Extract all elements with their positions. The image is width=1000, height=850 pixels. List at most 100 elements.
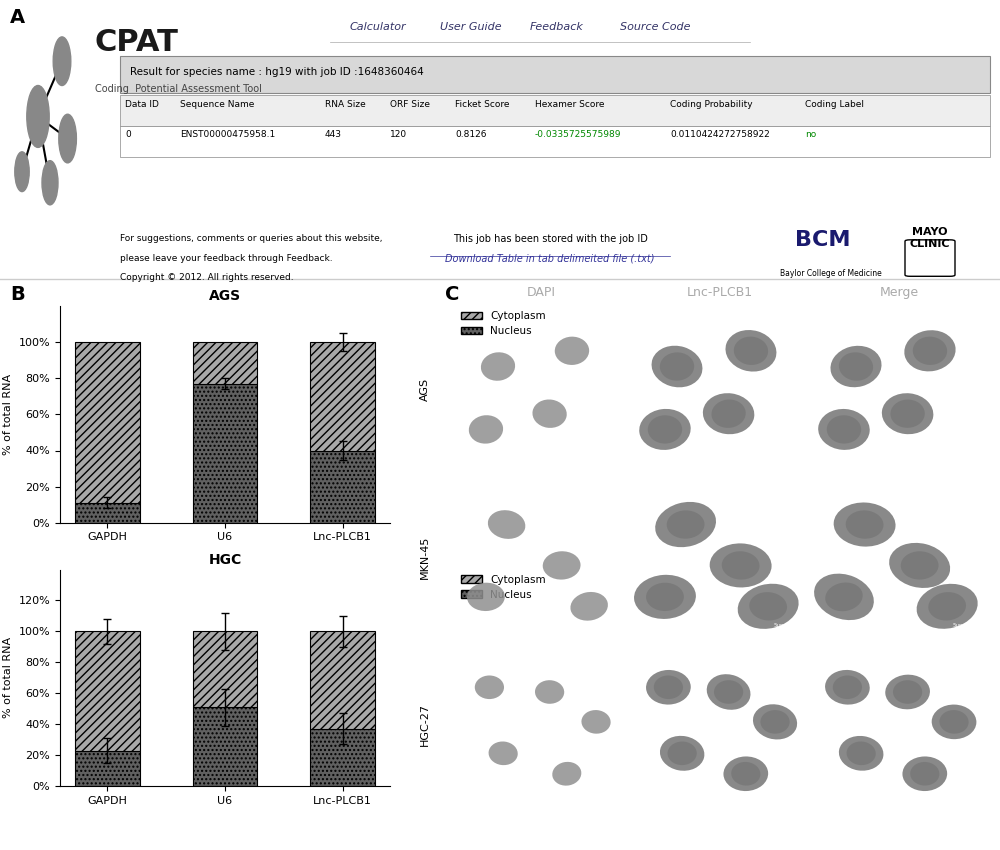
Text: please leave your feedback through Feedback.: please leave your feedback through Feedb… — [120, 254, 333, 263]
Bar — [193, 383, 257, 523]
Text: -0.0335725575989: -0.0335725575989 — [535, 130, 621, 139]
Circle shape — [59, 114, 76, 163]
Ellipse shape — [885, 675, 930, 709]
Text: ORF Size: ORF Size — [390, 99, 430, 109]
Ellipse shape — [902, 756, 947, 791]
Bar — [193, 632, 257, 707]
Text: Baylor College of Medicine: Baylor College of Medicine — [780, 269, 882, 278]
Text: Coding  Potential Assessment Tool: Coding Potential Assessment Tool — [95, 84, 262, 94]
Bar — [120, 56, 990, 93]
Ellipse shape — [646, 670, 691, 705]
Text: no: no — [805, 130, 816, 139]
Text: Coding Probability: Coding Probability — [670, 99, 753, 109]
Text: 5μm: 5μm — [773, 455, 786, 460]
Circle shape — [42, 161, 58, 205]
Text: RNA Size: RNA Size — [325, 99, 366, 109]
Bar — [310, 343, 375, 450]
Text: Merge: Merge — [879, 286, 919, 299]
Ellipse shape — [703, 394, 754, 434]
Ellipse shape — [555, 337, 589, 365]
Text: Sequence Name: Sequence Name — [180, 99, 254, 109]
Text: 5μm: 5μm — [594, 622, 607, 627]
Text: A: A — [10, 8, 25, 27]
Text: MAYO
CLINIC: MAYO CLINIC — [910, 227, 950, 249]
Text: 120: 120 — [390, 130, 407, 139]
Ellipse shape — [723, 756, 768, 791]
Legend: Cytoplasm, Nucleus: Cytoplasm, Nucleus — [457, 307, 550, 340]
Text: 5μm: 5μm — [773, 622, 786, 627]
Ellipse shape — [481, 352, 515, 381]
Text: Ficket Score: Ficket Score — [455, 99, 509, 109]
Text: 0.8126: 0.8126 — [455, 130, 486, 139]
Ellipse shape — [581, 710, 611, 734]
Ellipse shape — [847, 741, 876, 765]
Ellipse shape — [827, 416, 861, 444]
Y-axis label: % of total RNA: % of total RNA — [3, 374, 13, 455]
Ellipse shape — [825, 670, 870, 705]
Ellipse shape — [634, 575, 696, 619]
Ellipse shape — [760, 710, 790, 734]
Text: BCM: BCM — [795, 230, 850, 250]
Ellipse shape — [714, 680, 743, 704]
Text: MKN-45: MKN-45 — [420, 536, 430, 579]
Ellipse shape — [646, 583, 684, 611]
Ellipse shape — [535, 680, 564, 704]
Text: For suggestions, comments or queries about this website,: For suggestions, comments or queries abo… — [120, 235, 382, 243]
Text: 10μm: 10μm — [592, 790, 608, 795]
Bar — [75, 751, 140, 786]
Ellipse shape — [660, 353, 694, 381]
Bar — [120, 126, 990, 157]
Text: Result for species name : hg19 with job ID :1648360464: Result for species name : hg19 with job … — [130, 67, 424, 77]
Text: Download Table in tab delimeited file (.txt): Download Table in tab delimeited file (.… — [445, 254, 655, 264]
Ellipse shape — [904, 330, 956, 371]
Text: 5μm: 5μm — [594, 455, 607, 460]
Text: 0.0110424272758922: 0.0110424272758922 — [670, 130, 770, 139]
Text: Hexamer Score: Hexamer Score — [535, 99, 604, 109]
Ellipse shape — [830, 346, 882, 388]
Ellipse shape — [913, 337, 947, 365]
Text: Lnc-PLCB1: Lnc-PLCB1 — [687, 286, 753, 299]
Ellipse shape — [475, 676, 504, 699]
Ellipse shape — [552, 762, 581, 785]
Ellipse shape — [655, 502, 716, 547]
Ellipse shape — [846, 510, 884, 539]
Text: DAPI: DAPI — [526, 286, 556, 299]
Bar — [193, 343, 257, 383]
Text: 443: 443 — [325, 130, 342, 139]
Ellipse shape — [648, 416, 682, 444]
Ellipse shape — [710, 543, 772, 587]
Bar — [120, 95, 990, 127]
Ellipse shape — [668, 741, 697, 765]
Bar — [75, 632, 140, 751]
Ellipse shape — [652, 346, 702, 388]
Bar — [310, 729, 375, 786]
Text: Source Code: Source Code — [620, 22, 690, 32]
Text: Feedback: Feedback — [530, 22, 584, 32]
Text: This job has been stored with the job ID: This job has been stored with the job ID — [453, 235, 647, 244]
Circle shape — [53, 37, 71, 86]
Title: AGS: AGS — [209, 290, 241, 303]
Text: ENST00000475958.1: ENST00000475958.1 — [180, 130, 275, 139]
Text: Copyright © 2012. All rights reserved.: Copyright © 2012. All rights reserved. — [120, 274, 294, 282]
Circle shape — [15, 152, 29, 191]
Ellipse shape — [882, 394, 933, 434]
Text: C: C — [445, 285, 459, 303]
Ellipse shape — [654, 676, 683, 699]
Ellipse shape — [749, 592, 787, 620]
Ellipse shape — [722, 552, 760, 580]
Ellipse shape — [639, 409, 691, 450]
Bar — [193, 707, 257, 786]
Ellipse shape — [711, 400, 746, 428]
Text: CPAT: CPAT — [95, 28, 179, 57]
Ellipse shape — [928, 592, 966, 620]
Text: AGS: AGS — [420, 378, 430, 401]
Ellipse shape — [910, 762, 939, 785]
Ellipse shape — [467, 583, 505, 611]
Text: HGC-27: HGC-27 — [420, 703, 430, 746]
Ellipse shape — [667, 510, 705, 539]
Text: Coding Label: Coding Label — [805, 99, 864, 109]
Bar — [310, 632, 375, 729]
Ellipse shape — [489, 741, 518, 765]
Ellipse shape — [532, 400, 567, 428]
Ellipse shape — [731, 762, 760, 785]
